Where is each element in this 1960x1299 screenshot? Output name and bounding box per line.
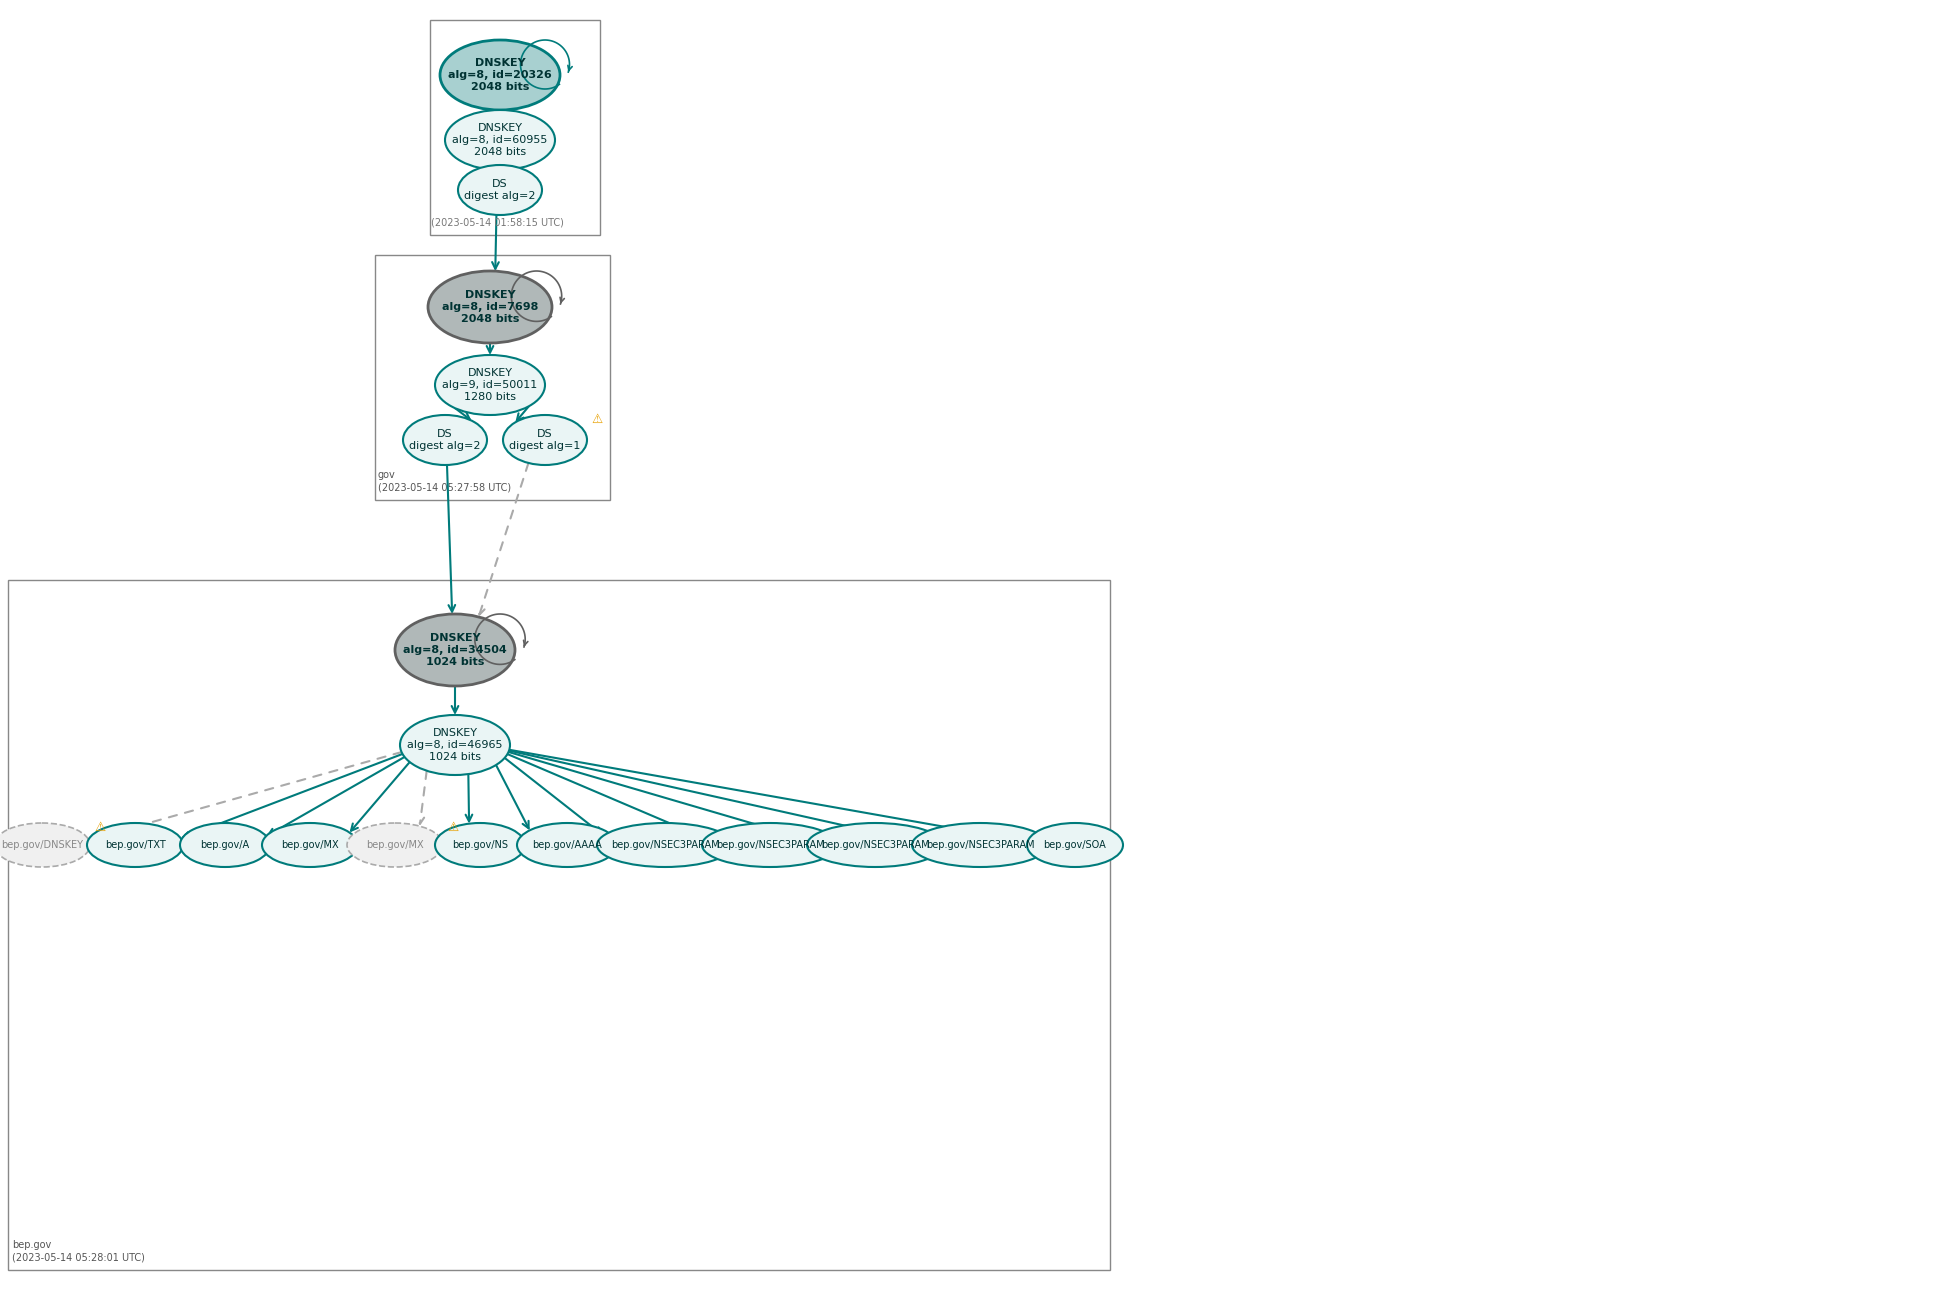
Ellipse shape <box>400 714 510 776</box>
Ellipse shape <box>427 271 553 343</box>
Text: bep.gov/A: bep.gov/A <box>200 840 249 850</box>
Ellipse shape <box>86 824 182 866</box>
Text: DS
digest alg=2: DS digest alg=2 <box>410 429 480 451</box>
Text: bep.gov/DNSKEY: bep.gov/DNSKEY <box>2 840 82 850</box>
Text: DS
digest alg=2: DS digest alg=2 <box>465 179 535 201</box>
Ellipse shape <box>911 824 1049 866</box>
Text: ⚠: ⚠ <box>592 413 602 426</box>
Text: bep.gov
(2023-05-14 05:28:01 UTC): bep.gov (2023-05-14 05:28:01 UTC) <box>12 1241 145 1263</box>
Ellipse shape <box>439 40 561 110</box>
Ellipse shape <box>347 824 443 866</box>
Text: DNSKEY
alg=8, id=7698
2048 bits: DNSKEY alg=8, id=7698 2048 bits <box>441 290 539 325</box>
Ellipse shape <box>598 824 733 866</box>
Ellipse shape <box>435 824 525 866</box>
Ellipse shape <box>459 165 543 216</box>
Text: gov
(2023-05-14 05:27:58 UTC): gov (2023-05-14 05:27:58 UTC) <box>378 470 512 492</box>
Text: (2023-05-14 01:58:15 UTC): (2023-05-14 01:58:15 UTC) <box>431 217 563 227</box>
Text: ⚠: ⚠ <box>94 821 106 834</box>
Bar <box>429 19 600 235</box>
Bar <box>8 579 1109 1270</box>
Ellipse shape <box>263 824 359 866</box>
Text: bep.gov/NS: bep.gov/NS <box>453 840 508 850</box>
Ellipse shape <box>517 824 617 866</box>
Text: DNSKEY
alg=8, id=46965
1024 bits: DNSKEY alg=8, id=46965 1024 bits <box>408 727 504 763</box>
Text: ⚠: ⚠ <box>447 821 459 834</box>
Ellipse shape <box>396 614 515 686</box>
Ellipse shape <box>445 110 555 170</box>
Ellipse shape <box>0 824 90 866</box>
Text: bep.gov/SOA: bep.gov/SOA <box>1043 840 1105 850</box>
Text: DNSKEY
alg=8, id=34504
1024 bits: DNSKEY alg=8, id=34504 1024 bits <box>404 633 508 668</box>
Ellipse shape <box>404 414 486 465</box>
Ellipse shape <box>180 824 270 866</box>
Ellipse shape <box>435 355 545 414</box>
Text: DNSKEY
alg=8, id=60955
2048 bits: DNSKEY alg=8, id=60955 2048 bits <box>453 122 547 157</box>
Ellipse shape <box>702 824 839 866</box>
Ellipse shape <box>808 824 943 866</box>
Text: bep.gov/NSEC3PARAM: bep.gov/NSEC3PARAM <box>715 840 825 850</box>
Text: DNSKEY
alg=9, id=50011
1280 bits: DNSKEY alg=9, id=50011 1280 bits <box>443 368 537 403</box>
Text: bep.gov/NSEC3PARAM: bep.gov/NSEC3PARAM <box>612 840 719 850</box>
Ellipse shape <box>1027 824 1123 866</box>
Ellipse shape <box>504 414 586 465</box>
Text: DNSKEY
alg=8, id=20326
2048 bits: DNSKEY alg=8, id=20326 2048 bits <box>449 57 553 92</box>
Bar <box>374 255 610 500</box>
Text: bep.gov/AAAA: bep.gov/AAAA <box>531 840 602 850</box>
Text: bep.gov/MX: bep.gov/MX <box>367 840 423 850</box>
Text: bep.gov/TXT: bep.gov/TXT <box>104 840 165 850</box>
Text: bep.gov/MX: bep.gov/MX <box>280 840 339 850</box>
Text: bep.gov/NSEC3PARAM: bep.gov/NSEC3PARAM <box>925 840 1035 850</box>
Text: bep.gov/NSEC3PARAM: bep.gov/NSEC3PARAM <box>821 840 929 850</box>
Text: DS
digest alg=1: DS digest alg=1 <box>510 429 580 451</box>
